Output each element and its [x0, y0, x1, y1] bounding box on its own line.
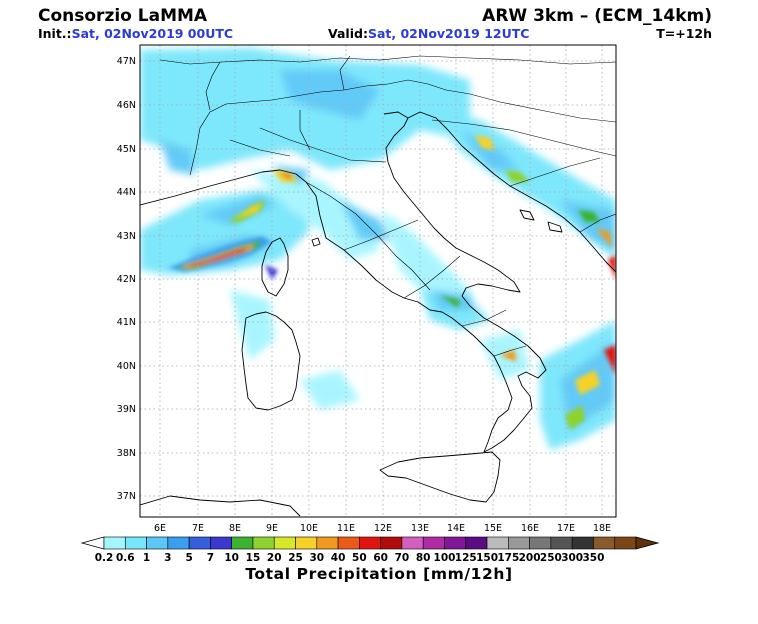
legend-value-label: 25 [288, 552, 303, 564]
lon-label: 14E [447, 523, 465, 534]
lon-label: 9E [266, 523, 278, 534]
legend-value-label: 3 [164, 552, 171, 564]
legend-value-label: 0.2 [95, 552, 114, 564]
legend-value-label: 50 [352, 552, 367, 564]
lat-label: 42N [117, 274, 136, 285]
legend-value-label: 0.6 [116, 552, 135, 564]
lat-label: 44N [117, 187, 136, 198]
lon-label: 18E [593, 523, 611, 534]
lat-label: 37N [117, 491, 136, 502]
lon-label: 17E [557, 523, 575, 534]
legend-value-label: 100 [434, 552, 456, 564]
legend-value-label: 30 [309, 552, 324, 564]
lat-label: 45N [117, 144, 136, 155]
country-borders [159, 55, 616, 357]
legend-value-label: 80 [416, 552, 431, 564]
lon-label: 7E [192, 523, 204, 534]
legend-value-label: 200 [519, 552, 541, 564]
legend-value-label: 10 [224, 552, 239, 564]
legend-value-labels: 0.2 0.6 1 3 5 7 10 15 20 25 30 40 50 60 70 80 100 125 150 1… [95, 552, 605, 564]
lon-label: 8E [229, 523, 241, 534]
lat-label: 40N [117, 361, 136, 372]
legend-value-label: 70 [395, 552, 410, 564]
legend-value-label: 150 [476, 552, 498, 564]
precipitation-field [140, 48, 616, 450]
legend-value-label: 5 [185, 552, 192, 564]
lat-lon-grid [140, 45, 616, 517]
init-value: Sat, 02Nov2019 00UTC [71, 26, 234, 41]
legend-value-label: 300 [561, 552, 583, 564]
lon-label: 6E [154, 523, 166, 534]
lon-label: 11E [337, 523, 355, 534]
lat-label: 39N [117, 404, 136, 415]
map-frame [139, 44, 617, 518]
valid-value: Sat, 02Nov2019 12UTC [367, 26, 530, 41]
legend-value-label: 7 [207, 552, 214, 564]
legend-value-label: 20 [267, 552, 282, 564]
latitude-labels: 47N 46N 45N 44N 43N 42N 41N 40N 39N 38N … [117, 56, 136, 502]
lon-label: 12E [374, 523, 392, 534]
lon-label: 13E [411, 523, 429, 534]
lon-label: 10E [300, 523, 318, 534]
valid-time: Valid:Sat, 02Nov2019 12UTC [328, 26, 529, 41]
valid-label: Valid: [328, 26, 368, 41]
model-title: ARW 3km – (ECM_14km) [482, 6, 712, 26]
lat-label: 46N [117, 100, 136, 111]
precipitation-map: 47N 46N 45N 44N 43N 42N 41N 40N 39N 38N … [117, 44, 617, 534]
forecast-lead-time: T=+12h [656, 26, 712, 41]
legend-value-label: 1 [143, 552, 150, 564]
lon-label: 15E [484, 523, 502, 534]
init-label: Init.: [38, 26, 72, 41]
legend-value-label: 40 [331, 552, 346, 564]
legend-value-label: 15 [246, 552, 261, 564]
legend-value-label: 125 [455, 552, 477, 564]
lat-label: 38N [117, 448, 136, 459]
lat-label: 43N [117, 231, 136, 242]
legend-value-label: 350 [582, 552, 604, 564]
legend-title: Total Precipitation [mm/12h] [245, 565, 513, 583]
legend-value-label: 60 [373, 552, 388, 564]
lat-label: 41N [117, 317, 136, 328]
legend-value-label: 175 [497, 552, 519, 564]
longitude-labels: 6E 7E 8E 9E 10E 11E 12E 13E 14E 15E 16E … [154, 523, 611, 534]
organization-title: Consorzio LaMMA [38, 6, 208, 26]
init-time: Init.:Sat, 02Nov2019 00UTC [38, 26, 233, 41]
lon-label: 16E [521, 523, 539, 534]
lat-label: 47N [117, 56, 136, 67]
legend-value-label: 250 [540, 552, 562, 564]
